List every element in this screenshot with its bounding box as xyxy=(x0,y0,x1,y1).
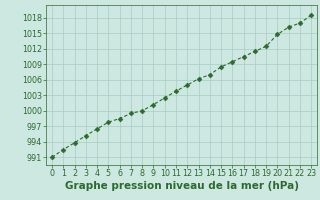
X-axis label: Graphe pression niveau de la mer (hPa): Graphe pression niveau de la mer (hPa) xyxy=(65,181,299,191)
